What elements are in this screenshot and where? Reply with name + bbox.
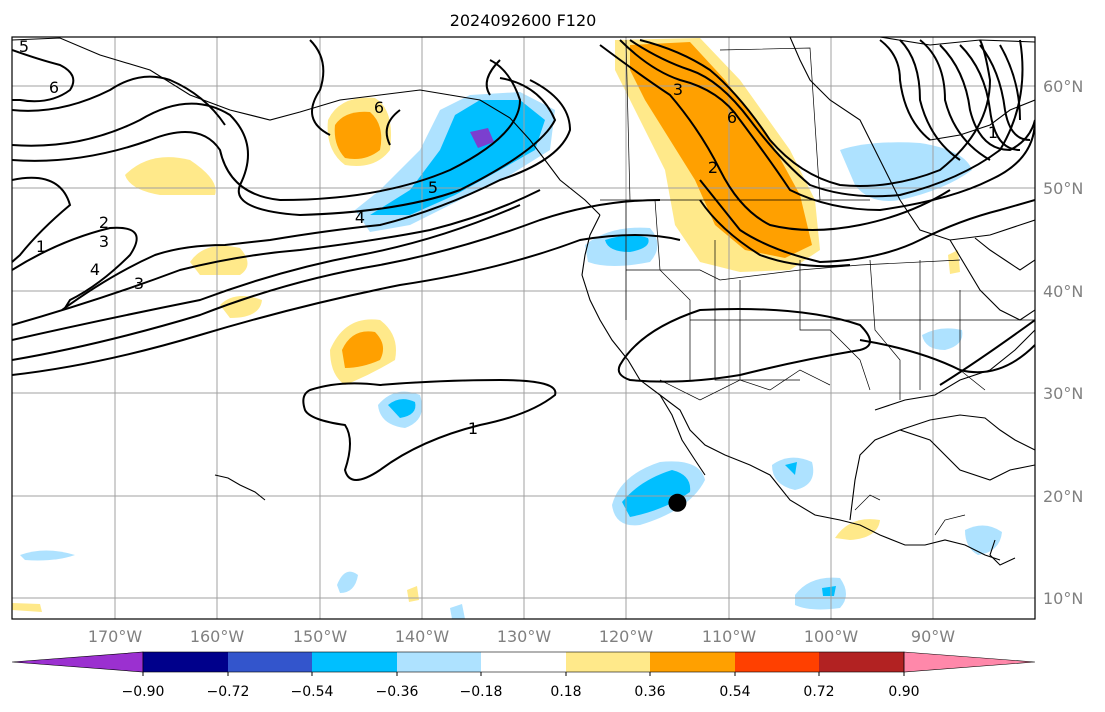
positive-anomaly-mid (334, 111, 382, 159)
lon-label: 160°W (190, 627, 245, 646)
negative-anomaly-light (337, 571, 358, 593)
political-borders (600, 39, 1035, 536)
colorbar-tick-label: 0.36 (634, 684, 665, 700)
contour-label: 2 (99, 213, 109, 232)
contour-label: 4 (90, 260, 100, 279)
lon-label: 110°W (702, 627, 757, 646)
contour-labels: 5 6 6 3 6 2 5 4 2 1 3 4 3 1 1 (19, 37, 998, 438)
colorbar-tick-label: 0.72 (803, 684, 834, 700)
positive-anomaly-light (125, 157, 216, 195)
positive-anomaly-light (835, 519, 880, 540)
map-panel: 5 6 6 3 6 2 5 4 2 1 3 4 3 1 1 (12, 37, 1035, 619)
contour-label: 1 (988, 123, 998, 142)
contour-label: 2 (708, 158, 718, 177)
latitude-labels: 60°N 50°N 40°N 30°N 20°N 10°N (1043, 77, 1083, 608)
colorbar-segment (228, 652, 313, 672)
contour-label: 6 (727, 108, 737, 127)
coastlines (12, 37, 1035, 566)
colorbar-tick-label: 0.54 (719, 684, 750, 700)
lat-label: 20°N (1043, 487, 1083, 506)
contour-label: 1 (468, 419, 478, 438)
negative-anomaly-light (20, 550, 75, 561)
lon-label: 170°W (88, 627, 143, 646)
negative-anomaly-light (450, 604, 465, 619)
colorbar-extend-max (903, 651, 1036, 673)
storm-center-marker (668, 493, 687, 512)
contour-label: 3 (673, 80, 683, 99)
colorbar-tick-label: −0.36 (376, 684, 419, 700)
contour-lines (12, 39, 1035, 481)
lat-label: 40°N (1043, 282, 1083, 301)
figure-title: 2024092600 F120 (450, 11, 597, 30)
negative-anomaly-light (922, 328, 963, 350)
colorbar-tick-label: −0.72 (207, 684, 250, 700)
colorbar-segment (481, 652, 566, 672)
negative-anomaly-light (772, 457, 814, 490)
contour-label: 5 (19, 37, 29, 56)
colorbar-tick-label: −0.54 (291, 684, 334, 700)
colorbar: −0.90 −0.72 −0.54 −0.36 −0.18 0.18 0.36 … (11, 651, 1036, 700)
positive-anomaly-mid (630, 42, 812, 258)
lat-label: 60°N (1043, 77, 1083, 96)
colorbar-tick-label: −0.90 (122, 684, 165, 700)
contour-label: 3 (134, 274, 144, 293)
colorbar-segment (143, 652, 228, 672)
lon-label: 150°W (293, 627, 348, 646)
negative-anomaly-mid (605, 235, 649, 252)
colorbar-ticks (142, 672, 905, 676)
lon-label: 90°W (911, 627, 955, 646)
lon-label: 120°W (599, 627, 654, 646)
lat-label: 10°N (1043, 589, 1083, 608)
negative-anomaly-mid (622, 470, 691, 517)
lat-label: 50°N (1043, 179, 1083, 198)
negative-anomaly-mid (370, 100, 545, 215)
negative-anomaly-mid (388, 399, 416, 418)
colorbar-segment (650, 652, 735, 672)
lon-label: 100°W (804, 627, 859, 646)
negative-anomaly-light (795, 577, 846, 610)
negative-anomaly-mid (785, 462, 797, 475)
colorbar-segment (312, 652, 397, 672)
contour-label: 3 (99, 232, 109, 251)
shaded-field (12, 38, 1002, 619)
negative-anomaly-mid (822, 586, 836, 596)
contour-label: 5 (428, 178, 438, 197)
positive-anomaly-mid (342, 331, 384, 368)
lon-label: 140°W (395, 627, 450, 646)
longitude-labels: 170°W 160°W 150°W 140°W 130°W 120°W 110°… (88, 627, 955, 646)
positive-anomaly-light (220, 296, 262, 318)
positive-anomaly-light (948, 250, 960, 274)
contour-label: 6 (374, 98, 384, 117)
colorbar-segment (735, 652, 820, 672)
lon-label: 130°W (497, 627, 552, 646)
colorbar-extend-min (11, 651, 144, 673)
colorbar-segment (566, 652, 651, 672)
positive-anomaly-light (12, 603, 42, 612)
contour-label: 1 (36, 237, 46, 256)
colorbar-tick-label: −0.18 (460, 684, 503, 700)
colorbar-segment (397, 652, 482, 672)
colorbar-segment (819, 652, 904, 672)
lat-label: 30°N (1043, 384, 1083, 403)
negative-anomaly-dark (470, 128, 494, 148)
colorbar-tick-label: 0.18 (550, 684, 581, 700)
contour-label: 4 (355, 208, 365, 227)
colorbar-tick-label: 0.90 (888, 684, 919, 700)
map-frame (11, 36, 1036, 620)
contour-label: 6 (49, 78, 59, 97)
